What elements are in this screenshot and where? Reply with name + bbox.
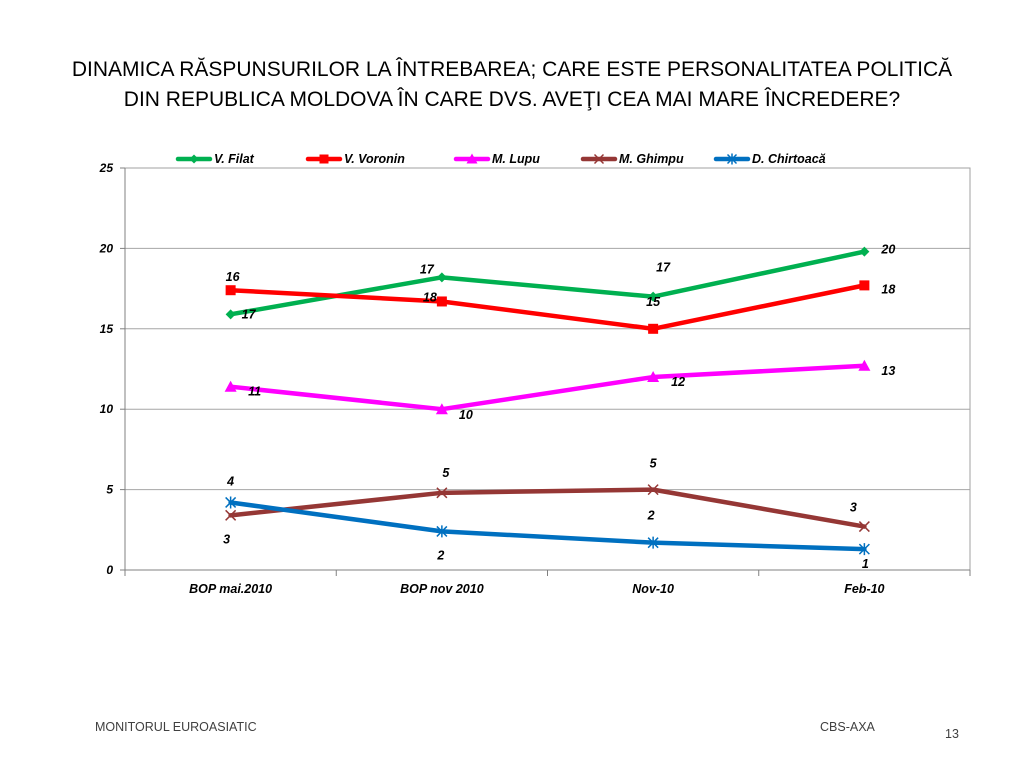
marker-triangle xyxy=(224,380,237,392)
y-tick-label: 0 xyxy=(106,563,113,577)
x-tick-label: Feb-10 xyxy=(844,582,884,596)
x-tick-label: BOP mai.2010 xyxy=(189,582,272,596)
series-m-lupu xyxy=(224,359,871,415)
legend-label: M. Lupu xyxy=(492,152,540,166)
grid-lines xyxy=(125,247,970,491)
marker-star xyxy=(225,496,237,509)
marker-diamond xyxy=(436,272,447,283)
legend-label: V. Filat xyxy=(214,152,255,166)
slide-title-line-2: DIN REPUBLICA MOLDOVA ÎN CARE DVS. AVEŢI… xyxy=(123,88,901,111)
marker-diamond xyxy=(189,154,199,164)
data-label: 18 xyxy=(423,290,437,304)
data-label: 11 xyxy=(248,385,261,399)
data-label: 18 xyxy=(881,282,895,296)
legend-item: V. Voronin xyxy=(305,152,405,166)
data-label: 13 xyxy=(881,364,895,378)
series-d-chirtoac- xyxy=(225,496,870,556)
y-tick-label: 10 xyxy=(100,402,114,416)
data-label: 4 xyxy=(226,474,234,488)
marker-x xyxy=(647,484,659,496)
data-label: 3 xyxy=(850,501,857,515)
data-label: 3 xyxy=(223,532,230,546)
marker-square xyxy=(859,280,870,291)
y-tick-label: 20 xyxy=(99,241,114,255)
legend-label: D. Chirtoacă xyxy=(752,152,826,166)
slide-title: DINAMICA RĂSPUNSURILOR LA ÎNTREBAREA; CA… xyxy=(40,55,984,115)
marker-diamond xyxy=(648,291,659,302)
data-label: 2 xyxy=(647,509,655,523)
legend: V. Filat V. Voronin M. Lupu M. Ghimpu D. Chi… xyxy=(175,152,826,166)
series-line xyxy=(228,283,867,332)
marker-square xyxy=(225,285,236,296)
x-tick-label: BOP nov 2010 xyxy=(400,582,484,596)
marker-triangle xyxy=(858,359,871,371)
marker-square xyxy=(436,296,447,307)
y-tick-label: 15 xyxy=(100,322,114,336)
legend-item: M. Ghimpu xyxy=(580,152,684,166)
marker-square xyxy=(648,323,659,334)
series-line xyxy=(228,363,867,412)
data-label: 20 xyxy=(880,243,895,257)
data-label: 17 xyxy=(420,262,435,276)
series-v-voronin xyxy=(225,280,870,334)
data-label: 10 xyxy=(459,408,473,422)
data-label: 17 xyxy=(242,307,257,321)
marker-star xyxy=(647,536,659,549)
marker-square xyxy=(319,154,329,164)
data-label: 16 xyxy=(226,270,241,284)
marker-diamond xyxy=(225,309,236,320)
marker-x xyxy=(858,521,870,533)
page-number: 13 xyxy=(945,727,959,741)
x-tick-label: Nov-10 xyxy=(632,582,674,596)
marker-diamond xyxy=(859,246,870,257)
data-label: 5 xyxy=(650,457,658,471)
marker-star xyxy=(726,153,738,165)
legend-label: M. Ghimpu xyxy=(619,152,684,166)
marker-triangle xyxy=(466,153,478,164)
marker-x xyxy=(225,509,237,521)
marker-triangle xyxy=(435,403,448,415)
marker-x xyxy=(436,487,448,499)
marker-triangle xyxy=(647,371,660,383)
slide-title-line-1: DINAMICA RĂSPUNSURILOR LA ÎNTREBAREA; CA… xyxy=(71,58,953,81)
data-label: 2 xyxy=(436,548,444,562)
series-group xyxy=(224,246,871,556)
data-label: 5 xyxy=(442,466,450,480)
footer-source: MONITORUL EUROASIATIC xyxy=(95,720,257,734)
legend-item: D. Chirtoacă xyxy=(713,152,826,166)
marker-x xyxy=(593,153,605,165)
data-label: 12 xyxy=(671,375,685,389)
marker-star xyxy=(858,543,870,556)
series-line xyxy=(228,487,867,529)
data-label: 1 xyxy=(862,557,869,571)
series-m-ghimpu xyxy=(225,484,870,533)
y-tick-label: 5 xyxy=(106,483,113,497)
legend-item: V. Filat xyxy=(175,152,255,166)
y-tick-label: 25 xyxy=(99,161,114,175)
marker-star xyxy=(436,525,448,538)
legend-label: V. Voronin xyxy=(344,152,405,166)
data-label: 17 xyxy=(656,261,671,275)
legend-item: M. Lupu xyxy=(453,152,540,166)
data-label: 15 xyxy=(646,295,661,309)
series-line xyxy=(228,500,867,552)
footer-author: CBS-AXA xyxy=(820,720,875,734)
data-labels: 17 17 17 20 16 18 15 18 11 10 12 13 3 5 5 3 4 2 2 1 xyxy=(223,243,895,571)
